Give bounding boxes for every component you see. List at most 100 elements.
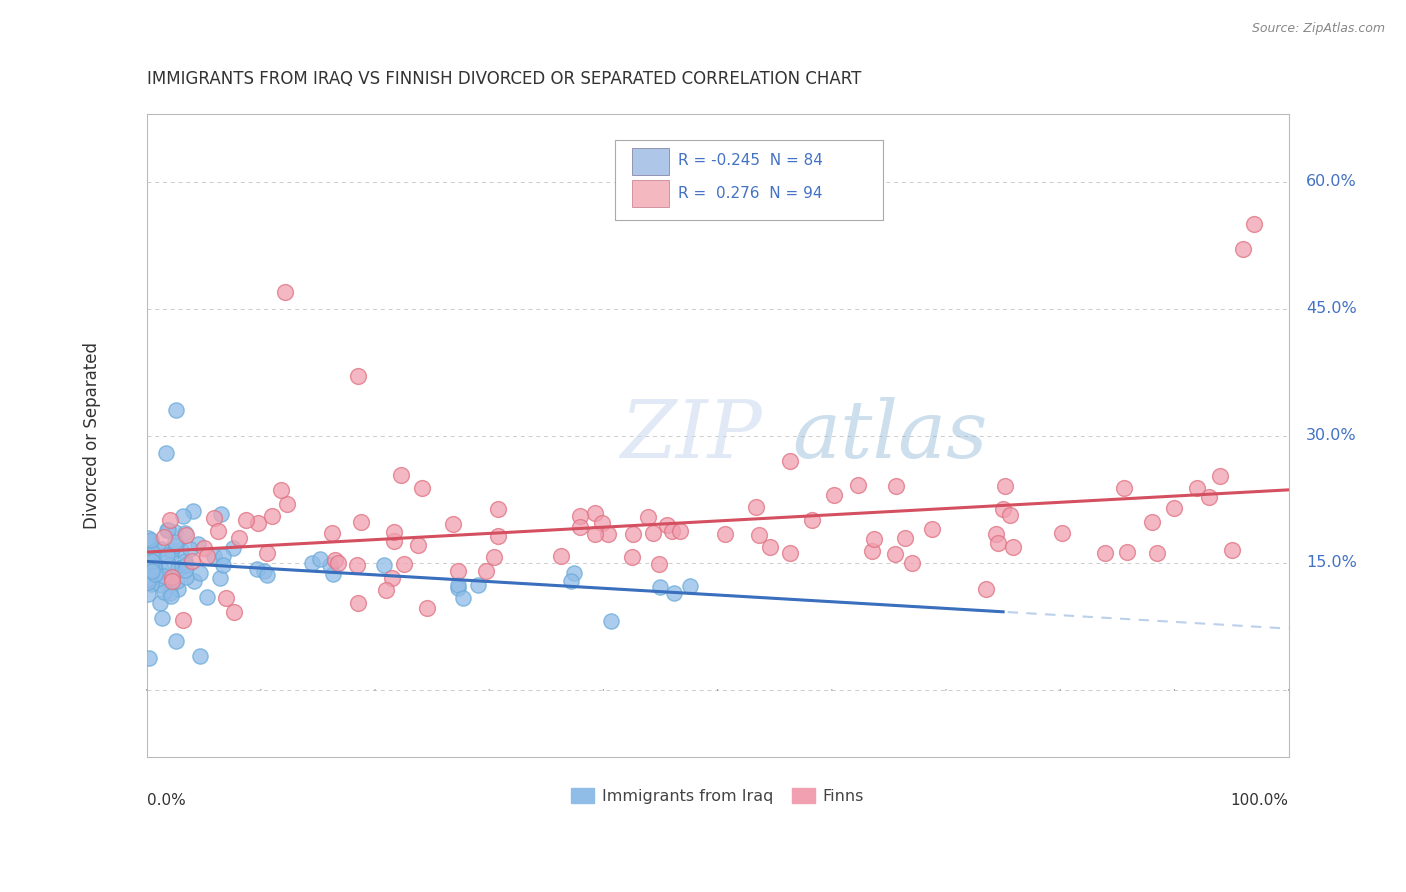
Point [150,562,173,576]
Point [139,535,162,549]
Point [447,577,470,591]
Point [159,586,181,600]
Point [389,467,412,482]
Point [621,526,644,541]
Point [246,561,269,575]
Point [993,502,1015,516]
Point [228,531,250,545]
Point [301,556,323,570]
Point [153,568,176,582]
Point [256,568,278,582]
Point [202,549,225,563]
Point [181,504,204,518]
Point [195,549,218,563]
Point [467,578,489,592]
Point [179,541,201,556]
Point [149,542,172,557]
Point [994,479,1017,493]
Point [143,566,166,581]
Point [381,571,404,585]
Point [600,614,623,628]
Point [800,513,823,527]
Point [145,566,167,580]
Point [222,605,245,619]
Point [662,586,685,600]
Text: 0.0%: 0.0% [146,793,186,807]
Point [655,517,678,532]
Point [848,477,870,491]
FancyBboxPatch shape [614,140,883,220]
Point [167,561,190,575]
Point [183,574,205,589]
Point [1002,541,1025,555]
Point [1140,515,1163,529]
Point [373,558,395,572]
Text: 45.0%: 45.0% [1306,301,1357,316]
Point [884,547,907,561]
Point [661,524,683,538]
Point [136,574,159,589]
Point [143,560,166,574]
Point [562,566,585,581]
Point [143,551,166,566]
Point [174,570,197,584]
Text: R =  0.276  N = 94: R = 0.276 N = 94 [678,186,823,201]
Point [1243,217,1265,231]
Point [643,526,665,541]
Point [155,445,177,459]
Text: 30.0%: 30.0% [1306,428,1357,443]
Legend: Immigrants from Iraq, Finns: Immigrants from Iraq, Finns [565,781,870,811]
Point [560,574,582,588]
Text: ZIP: ZIP [620,397,762,475]
Point [1209,469,1232,483]
Text: atlas: atlas [792,397,987,475]
Point [246,516,269,530]
Point [172,560,194,574]
Point [172,508,194,523]
Point [647,557,669,571]
Point [174,528,197,542]
Point [486,529,509,543]
Point [159,513,181,527]
Point [583,527,606,541]
Point [346,558,368,573]
Point [779,546,801,560]
Point [270,483,292,498]
Point [322,567,344,582]
Point [408,538,430,552]
Text: Divorced or Separated: Divorced or Separated [83,343,101,529]
FancyBboxPatch shape [631,148,668,175]
Point [153,530,176,544]
Text: R = -0.245  N = 84: R = -0.245 N = 84 [678,153,823,169]
Point [921,522,943,536]
Point [262,509,284,524]
Point [1198,490,1220,504]
Point [382,533,405,548]
Point [138,539,160,553]
Point [235,513,257,527]
Point [748,528,770,542]
Point [159,589,181,603]
Point [328,556,350,570]
Point [156,549,179,563]
Text: 15.0%: 15.0% [1306,555,1357,570]
Text: IMMIGRANTS FROM IRAQ VS FINNISH DIVORCED OR SEPARATED CORRELATION CHART: IMMIGRANTS FROM IRAQ VS FINNISH DIVORCED… [146,70,860,88]
Point [488,502,510,516]
Point [150,572,173,586]
Point [1050,525,1073,540]
Point [308,552,330,566]
Point [596,527,619,541]
Point [141,564,163,578]
Point [583,506,606,520]
Point [166,633,188,648]
Point [347,596,370,610]
Point [318,558,340,573]
Point [150,578,173,592]
Point [170,543,193,558]
Point [669,524,692,538]
Point [1146,546,1168,560]
Point [142,548,165,562]
Point [745,500,768,515]
Point [166,574,188,588]
Text: 100.0%: 100.0% [1230,793,1289,807]
